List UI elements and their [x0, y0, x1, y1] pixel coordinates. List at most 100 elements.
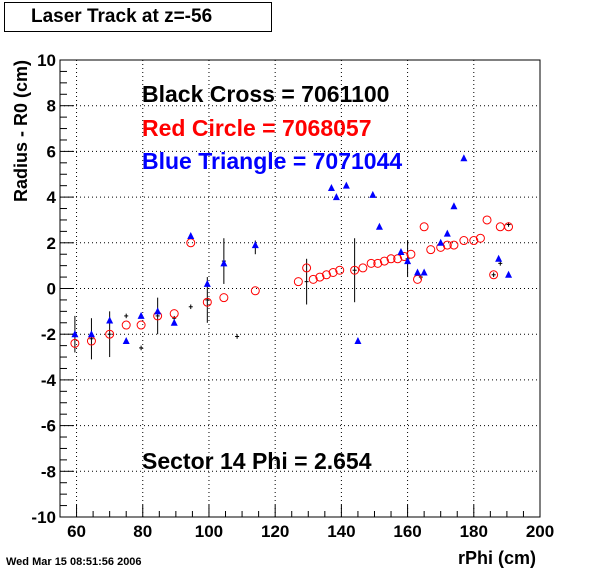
- annotation-sector: Sector 14 Phi = 2.654: [142, 448, 372, 474]
- red-circle-point: [386, 254, 396, 264]
- x-tick-label: 60: [67, 522, 86, 541]
- red-circle-point: [328, 268, 338, 278]
- red-circle-point: [426, 245, 436, 255]
- footer-timestamp: Wed Mar 15 08:51:56 2006: [6, 556, 142, 568]
- y-tick-label: 2: [47, 234, 56, 253]
- blue-triangle-point: [443, 229, 451, 237]
- blue-triangle-point: [332, 193, 340, 201]
- red-circle-point: [105, 329, 115, 339]
- red-circle-point: [482, 215, 492, 225]
- x-axis-label: rPhi (cm): [458, 548, 536, 568]
- y-tick-label: -4: [41, 371, 57, 390]
- x-tick-label: 140: [327, 522, 355, 541]
- blue-triangle-point: [420, 268, 428, 276]
- blue-triangle-point: [369, 190, 377, 198]
- y-axis-label: Radius - R0 (cm): [11, 60, 31, 202]
- black-cross-point: [352, 238, 357, 303]
- blue-triangle-point: [122, 337, 130, 345]
- chart-title: Laser Track at z=-56: [4, 2, 272, 32]
- red-circle-point: [308, 274, 318, 284]
- y-tick-label: -6: [41, 417, 56, 436]
- blue-triangle-point: [404, 257, 412, 265]
- red-circle-point: [121, 320, 131, 330]
- data-marks: [70, 154, 514, 360]
- x-tick-label: 120: [261, 522, 289, 541]
- red-circle-point: [321, 270, 331, 280]
- red-circle-point: [475, 233, 485, 243]
- black-cross-point: [304, 258, 309, 305]
- blue-triangle-point: [87, 330, 95, 338]
- red-circle-point: [250, 286, 260, 296]
- red-circle-point: [169, 309, 179, 319]
- red-circle-point: [315, 272, 325, 282]
- blue-triangle-point: [460, 154, 468, 162]
- black-cross-point: [188, 304, 193, 310]
- x-tick-label: 80: [133, 522, 152, 541]
- red-circle-point: [419, 222, 429, 232]
- red-circle-point: [379, 256, 389, 266]
- y-tick-label: 6: [47, 142, 56, 161]
- black-cross-point: [491, 272, 496, 278]
- black-cross-point: [139, 345, 144, 351]
- y-tick-label: 10: [37, 51, 56, 70]
- red-circle-point: [350, 265, 360, 275]
- black-cross-point: [155, 297, 160, 335]
- red-circle-point: [70, 338, 80, 348]
- y-tick-label: -10: [31, 508, 56, 527]
- blue-triangle-point: [354, 337, 362, 345]
- red-circle-point: [335, 265, 345, 275]
- y-tick-label: 4: [47, 188, 57, 207]
- blue-triangle-point: [414, 268, 422, 276]
- black-cross-point: [498, 261, 503, 266]
- blue-triangle-point: [450, 202, 458, 210]
- red-circle-point: [469, 236, 479, 246]
- x-tick-label: 200: [526, 522, 554, 541]
- blue-triangle-point: [342, 181, 350, 189]
- blue-triangle-point: [375, 222, 383, 230]
- blue-triangle-point: [154, 307, 162, 315]
- blue-triangle-point: [170, 318, 178, 326]
- y-tick-label: -8: [41, 462, 56, 481]
- red-circle-point: [366, 258, 376, 268]
- red-circle-point: [489, 270, 499, 280]
- red-circle-point: [406, 249, 416, 259]
- blue-triangle-point: [327, 183, 335, 191]
- x-tick-label: 100: [195, 522, 223, 541]
- red-circle-point: [358, 263, 368, 273]
- red-circle-point: [293, 277, 303, 287]
- annotation-black: Black Cross = 7061100: [142, 81, 389, 107]
- axes: 60 80 100 120 140 160 180 200 -10 -8 -6 -4 -2 0 2 4 6 8 10: [31, 51, 554, 541]
- red-circle-point: [449, 240, 459, 250]
- blue-triangle-point: [495, 254, 503, 262]
- red-circle-point: [459, 236, 469, 246]
- blue-triangle-point: [397, 247, 405, 255]
- red-circle-point: [302, 263, 312, 273]
- red-circle-point: [219, 293, 229, 303]
- blue-triangle-point: [437, 238, 445, 246]
- x-tick-label: 180: [460, 522, 488, 541]
- red-circle-point: [373, 258, 383, 268]
- annotation-red: Red Circle = 7068057: [142, 115, 372, 141]
- blue-triangle-point: [251, 241, 259, 249]
- blue-triangle-point: [187, 231, 195, 239]
- red-circle-point: [202, 297, 212, 307]
- grid-lines: [60, 59, 541, 518]
- black-cross-point: [89, 318, 94, 360]
- annotation-blue: Blue Triangle = 7071044: [142, 148, 402, 174]
- blue-triangle-point: [203, 279, 211, 287]
- blue-triangle-point: [106, 316, 114, 324]
- y-tick-label: 8: [47, 97, 56, 116]
- red-circle-point: [136, 320, 146, 330]
- blue-triangle-point: [137, 311, 145, 319]
- red-circle-point: [504, 222, 514, 232]
- black-cross-point: [124, 313, 129, 319]
- y-tick-label: -2: [41, 325, 56, 344]
- y-tick-label: 0: [47, 280, 56, 299]
- x-tick-label: 160: [393, 522, 421, 541]
- blue-triangle-point: [220, 259, 228, 267]
- blue-triangle-point: [71, 330, 79, 338]
- red-circle-point: [399, 252, 409, 262]
- blue-triangle-point: [505, 270, 513, 278]
- black-cross-point: [235, 334, 240, 339]
